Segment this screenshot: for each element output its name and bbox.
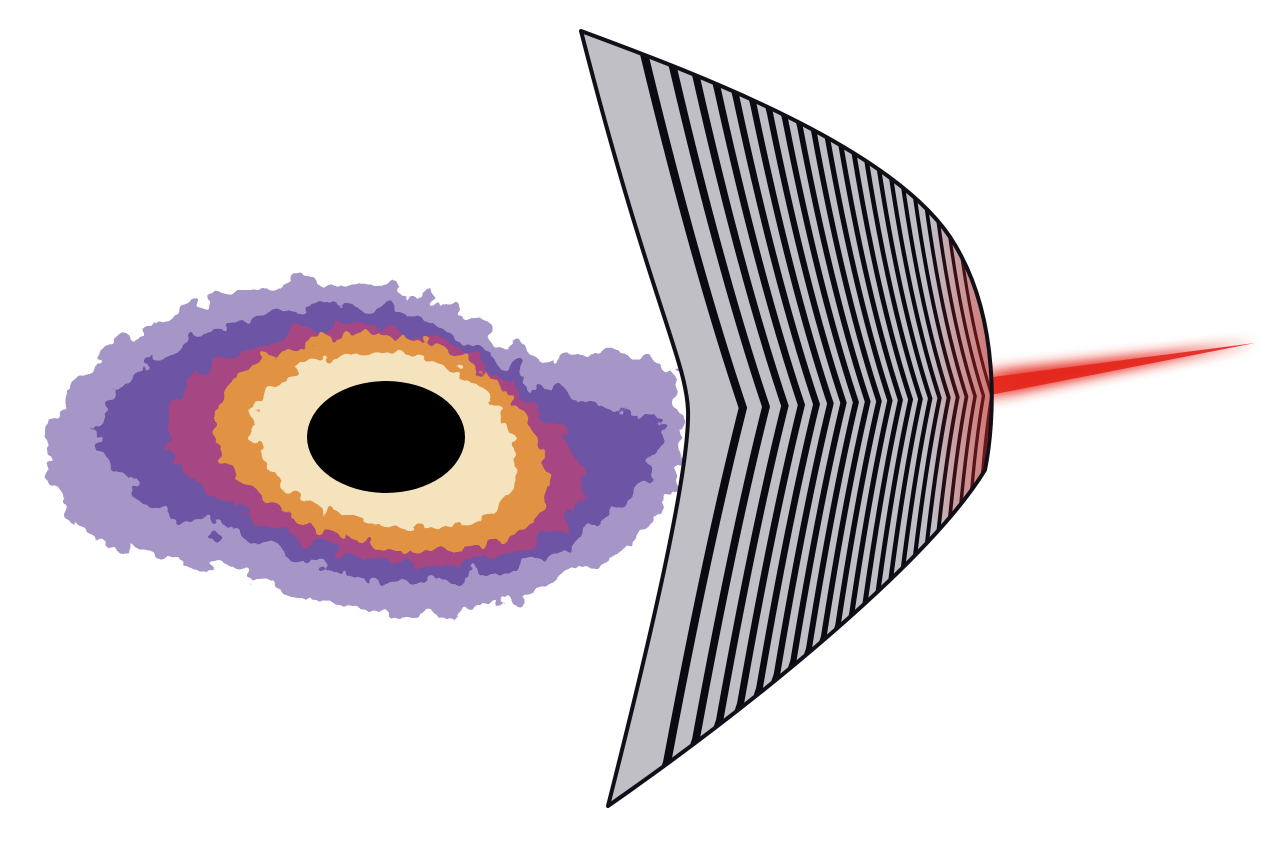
sheet-stripe bbox=[683, 31, 806, 806]
sheet-stripe bbox=[736, 31, 847, 785]
wavefront-sheet bbox=[579, 29, 994, 808]
black-hole bbox=[307, 381, 465, 493]
sheet-stripe bbox=[767, 31, 871, 760]
sheet-stripe bbox=[781, 31, 882, 749]
jet-beam bbox=[975, 343, 1255, 402]
sheet-stripe bbox=[808, 31, 903, 727]
accretion-disk bbox=[47, 281, 685, 616]
sheet-stripe bbox=[752, 31, 859, 772]
sheet-stripe bbox=[795, 31, 893, 738]
sheet-edge bbox=[579, 29, 994, 808]
sheet-stripe bbox=[639, 31, 770, 806]
sheet-stripe bbox=[702, 31, 820, 806]
sheet-stripe bbox=[663, 31, 789, 806]
sheet-stripe bbox=[833, 34, 923, 706]
sheet-stripe bbox=[821, 31, 914, 717]
sheet-stripe bbox=[720, 31, 834, 798]
sheet-stripe bbox=[610, 31, 748, 806]
